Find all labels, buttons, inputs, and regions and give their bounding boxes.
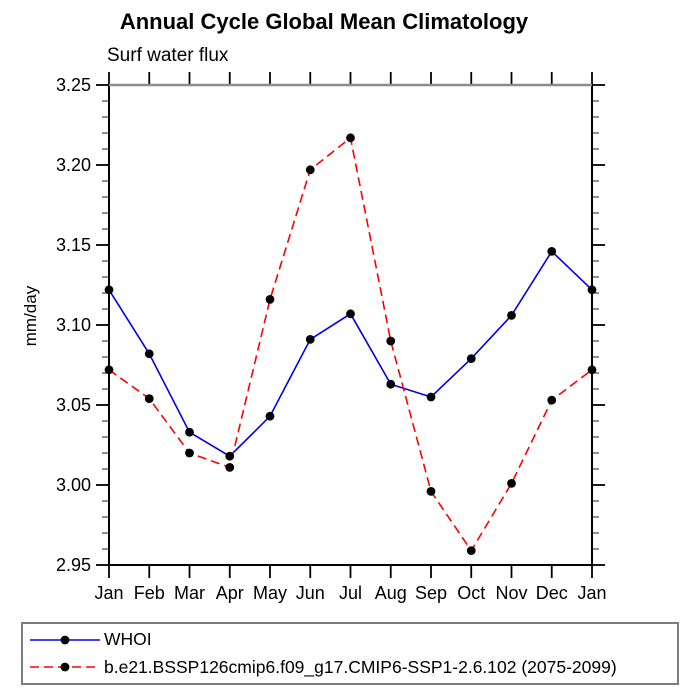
data-point-marker-0 — [466, 354, 476, 363]
data-point-marker-1 — [346, 133, 355, 143]
data-point-marker-0 — [386, 379, 396, 389]
series-line-1 — [108, 136, 593, 553]
x-tick-label: Apr — [216, 583, 244, 603]
data-point-marker-1 — [305, 165, 315, 175]
legend-label: WHOI — [104, 629, 152, 650]
x-tick-label: Mar — [174, 583, 205, 603]
x-tick-label: Jun — [296, 583, 325, 603]
x-tick-label: Oct — [457, 583, 485, 603]
data-point-marker-1 — [104, 365, 114, 375]
x-tick-label: Jan — [94, 583, 123, 603]
y-tick-label: 3.25 — [56, 75, 91, 95]
y-tick-label: 3.15 — [56, 235, 91, 255]
y-tick-label: 3.10 — [56, 315, 91, 335]
y-tick-label: 2.95 — [56, 555, 91, 575]
data-point-marker-1 — [466, 546, 476, 555]
data-point-marker-0 — [426, 392, 436, 402]
legend-line-sample-whoi — [30, 635, 100, 645]
x-tick-label: Dec — [536, 583, 568, 603]
data-point-marker-0 — [225, 451, 235, 461]
data-point-marker-1 — [547, 395, 557, 405]
data-point-marker-1 — [185, 448, 194, 458]
chart-subtitle: Surf water flux — [107, 45, 229, 66]
x-tick-label: Nov — [495, 583, 527, 603]
legend-item: WHOI — [28, 628, 677, 652]
plot-area: Jan Feb Mar Apr May Jun Jul Aug Sep Oct Nov Dec Jan2… — [56, 72, 607, 603]
data-point-marker-0 — [185, 427, 194, 437]
x-tick-label: Sep — [415, 583, 447, 603]
x-tick-label: Jan — [577, 583, 606, 603]
legend-label: b.e21.BSSP126cmip6.f09_g17.CMIP6-SSP1-2.… — [104, 656, 617, 677]
chart-title: Annual Cycle Global Mean Climatology — [119, 9, 529, 34]
data-point-marker-1 — [507, 479, 516, 488]
data-point-marker-1 — [225, 463, 235, 472]
data-point-marker-1 — [265, 295, 275, 304]
y-tick-label: 3.05 — [56, 395, 91, 415]
x-tick-label: Aug — [375, 583, 407, 603]
x-tick-label: Feb — [134, 583, 165, 603]
series-line-0 — [108, 250, 593, 458]
data-point-marker-0 — [104, 285, 114, 295]
data-point-marker-0 — [587, 285, 597, 295]
y-axis-title-text: mm/day — [21, 285, 40, 347]
data-point-marker-0 — [547, 247, 557, 256]
data-point-marker-0 — [305, 335, 315, 344]
legend: WHOI b.e21.BSSP126cmip6.f09_g17.CMIP6-SS… — [21, 622, 679, 685]
data-point-marker-1 — [587, 365, 597, 375]
y-tick-label: 3.20 — [56, 155, 91, 175]
data-point-marker-0 — [346, 309, 355, 319]
data-point-marker-0 — [265, 411, 275, 421]
legend-item: b.e21.BSSP126cmip6.f09_g17.CMIP6-SSP1-2.… — [28, 655, 677, 679]
data-point-marker-0 — [144, 349, 154, 359]
x-tick-label: Jul — [339, 583, 362, 603]
y-tick-label: 3.00 — [56, 475, 91, 495]
data-point-marker-1 — [386, 336, 396, 346]
legend-line-sample-model — [30, 662, 100, 672]
data-point-marker-1 — [144, 394, 154, 403]
data-point-marker-0 — [507, 311, 516, 320]
data-point-marker-1 — [426, 487, 436, 496]
x-tick-label: May — [253, 583, 287, 603]
